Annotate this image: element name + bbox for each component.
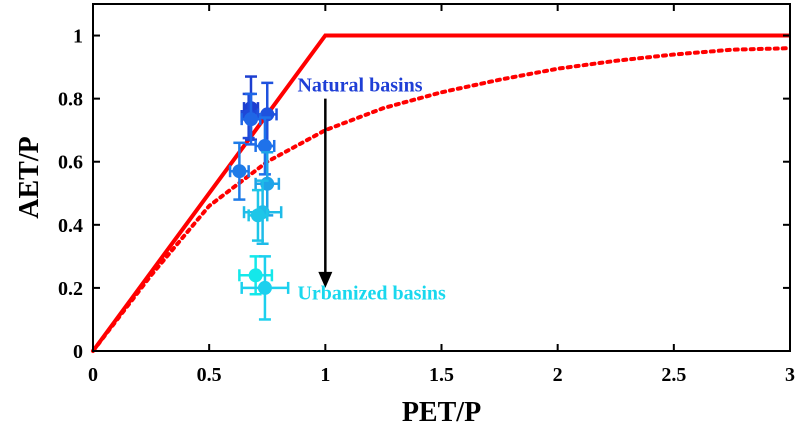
x-tick-label: 1 [320, 364, 330, 386]
data-point-marker [250, 208, 265, 223]
x-tick-label: 2 [553, 364, 563, 386]
data-point [228, 141, 250, 201]
curves-layer [91, 33, 792, 353]
data-point [254, 151, 281, 217]
annotation-label: Urbanized basins [297, 283, 446, 305]
data-point [247, 188, 269, 242]
data-point [238, 255, 274, 296]
x-tick-label: 0.5 [197, 364, 222, 386]
x-tick-label: 0 [88, 364, 98, 386]
data-point-marker [257, 138, 272, 153]
data-point-marker [248, 268, 263, 283]
data-point [240, 92, 262, 146]
y-tick-label: 0.4 [58, 215, 83, 237]
y-tick-label: 0.2 [58, 278, 83, 300]
y-tick-label: 0.8 [58, 89, 83, 111]
annotation-label: Natural basins [297, 74, 422, 96]
data-point-marker [257, 280, 272, 295]
y-tick-label: 0 [73, 341, 83, 363]
x-tick-label: 2.5 [661, 364, 686, 386]
y-axis-label: AET/P [14, 136, 45, 218]
annotations-layer: Natural basins Urbanized basins [297, 74, 446, 304]
points-layer [228, 75, 290, 321]
y-tick-label: 1 [73, 26, 83, 48]
data-point-marker [260, 107, 275, 122]
budyko-curve [91, 46, 792, 353]
x-tick-label: 1.5 [429, 364, 454, 386]
data-point-marker [243, 112, 258, 127]
data-point [254, 116, 276, 176]
y-tick-label: 0.6 [58, 152, 83, 174]
data-point-marker [232, 164, 247, 179]
x-axis-label: PET/P [402, 397, 481, 428]
energy-water-limit-line [91, 33, 790, 353]
data-point [240, 255, 290, 321]
ticks-layer: 0 0.5 1 1.5 2 2.5 3 0 0.2 0.4 0.6 0.8 1 [58, 4, 795, 386]
arrow-head [318, 271, 333, 288]
x-tick-label: 3 [785, 364, 795, 386]
